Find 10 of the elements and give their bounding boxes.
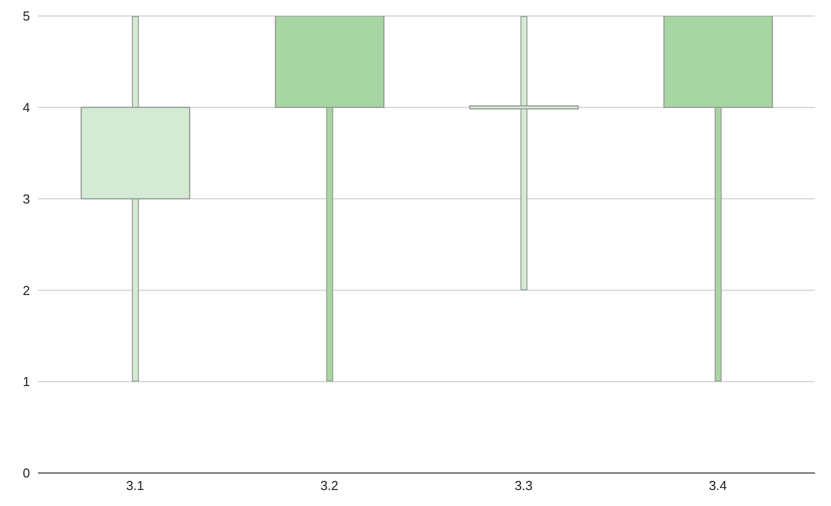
y-tick-label: 2 <box>22 282 30 298</box>
y-tick-label: 1 <box>22 374 30 390</box>
y-tick-label: 5 <box>22 8 30 24</box>
x-tick-label: 3.3 <box>514 478 533 494</box>
y-tick-label: 0 <box>22 466 30 481</box>
x-tick-label: 3.1 <box>126 478 144 494</box>
y-tick-label: 3 <box>22 191 30 206</box>
x-tick-label: 3.2 <box>320 478 338 494</box>
y-tick-label: 4 <box>22 100 30 116</box>
x-tick-label: 3.4 <box>708 478 727 494</box>
